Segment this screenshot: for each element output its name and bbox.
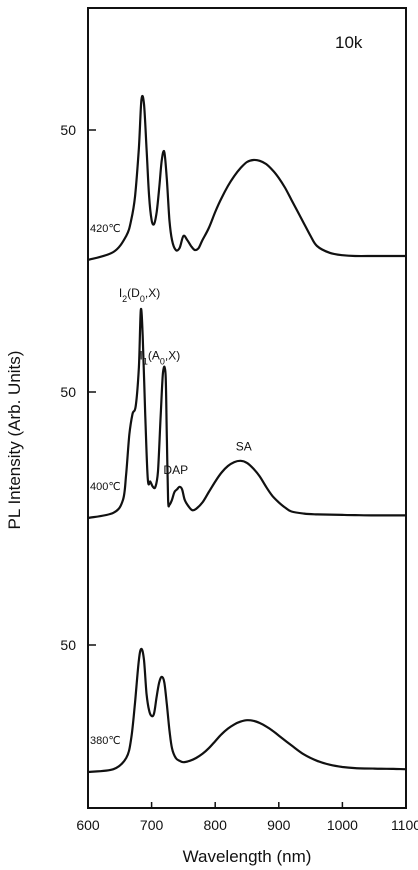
annotation-text: (A bbox=[148, 348, 160, 362]
y-tick-label: 50 bbox=[60, 122, 76, 138]
annotation-text: SA bbox=[236, 439, 252, 453]
x-tick-label: 1000 bbox=[327, 817, 358, 833]
annotation-text: I bbox=[140, 348, 143, 362]
temperature-label: 10k bbox=[335, 33, 363, 52]
y-tick-label: 50 bbox=[60, 384, 76, 400]
x-tick-label: 1100 bbox=[391, 817, 418, 833]
annotation-text: I bbox=[119, 286, 122, 300]
series-label: 380℃ bbox=[90, 735, 121, 747]
series-layer bbox=[87, 94, 407, 774]
peak-annotation: I1(A0,X) bbox=[140, 348, 181, 366]
x-tick-label: 800 bbox=[204, 817, 228, 833]
peak-annotation: I2(D0,X) bbox=[119, 286, 160, 304]
y-axis-title: PL Intensity (Arb. Units) bbox=[5, 351, 24, 530]
series-line bbox=[87, 647, 407, 774]
series-label: 420℃ bbox=[90, 223, 121, 235]
x-tick-label: 600 bbox=[76, 817, 100, 833]
annotation-subscript: 1 bbox=[143, 356, 148, 366]
annotation-text: ,X) bbox=[145, 286, 160, 300]
annotation-subscript: 0 bbox=[160, 356, 165, 366]
x-tick-label: 900 bbox=[267, 817, 291, 833]
annotation-text: ,X) bbox=[165, 348, 180, 362]
annotation-subscript: 2 bbox=[122, 294, 127, 304]
series-line bbox=[87, 307, 406, 520]
annotation-text: DAP bbox=[163, 463, 188, 477]
series-line bbox=[87, 94, 406, 262]
plot-frame bbox=[87, 7, 407, 809]
x-axis: 600 700 800 900 1000 1100 bbox=[76, 802, 418, 833]
y-tick-label: 50 bbox=[60, 637, 76, 653]
x-tick-label: 700 bbox=[140, 817, 164, 833]
annotation-text: (D bbox=[127, 286, 140, 300]
peak-annotation: SA bbox=[236, 439, 252, 453]
peak-annotation: DAP bbox=[163, 463, 188, 477]
annotation-subscript: 0 bbox=[140, 294, 145, 304]
x-axis-title: Wavelength (nm) bbox=[183, 847, 312, 866]
series-label: 400℃ bbox=[90, 481, 121, 493]
y-axis: 50 50 50 bbox=[60, 122, 96, 653]
